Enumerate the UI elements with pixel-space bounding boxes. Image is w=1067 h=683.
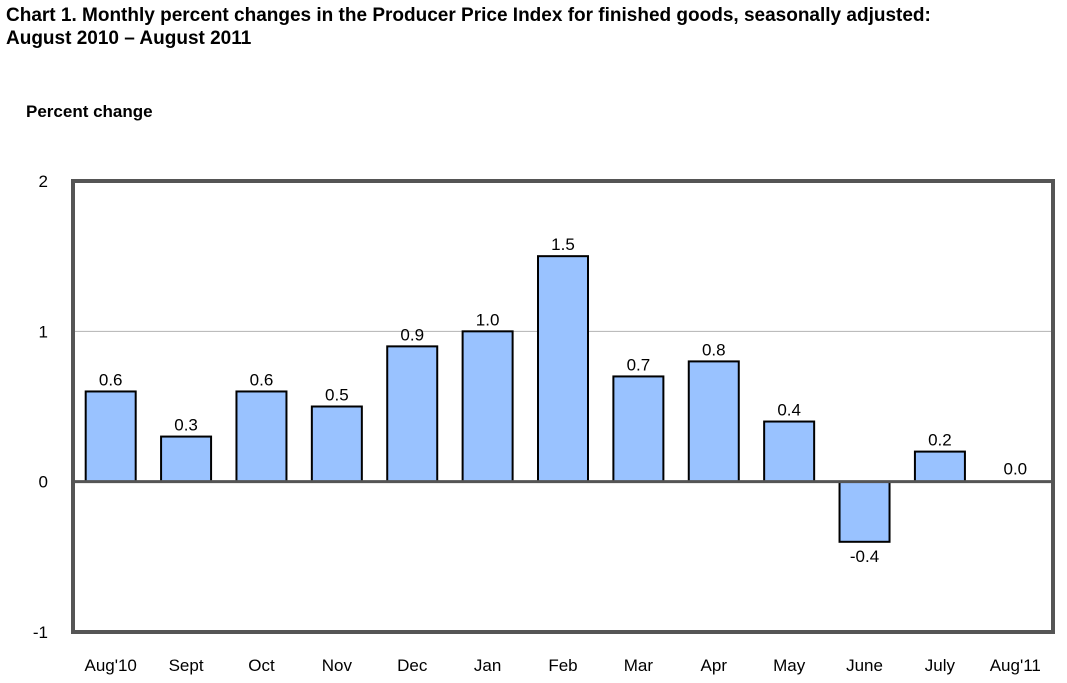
y-axis-ticks: 2 1 0 -1: [33, 172, 48, 642]
x-tick-label: Apr: [701, 656, 728, 675]
x-tick-label: Aug'11: [990, 656, 1041, 675]
data-label: 1.5: [551, 235, 575, 254]
x-tick-label: Feb: [548, 656, 577, 675]
bar-june: [838, 480, 891, 543]
data-label: 0.3: [174, 416, 198, 435]
bars: [84, 255, 966, 543]
bar-sept: [160, 435, 213, 483]
data-label: 1.0: [476, 310, 500, 329]
y-tick-label: 2: [39, 172, 48, 191]
x-tick-label: June: [846, 656, 883, 675]
chart-title-line-1: Chart 1. Monthly percent changes in the …: [6, 5, 931, 26]
x-tick-label: Oct: [248, 656, 275, 675]
data-label: -0.4: [850, 547, 879, 566]
bar-dec: [386, 345, 439, 483]
bar-apr: [687, 360, 740, 483]
bar-july: [913, 450, 966, 483]
x-tick-label: Aug'10: [84, 656, 136, 675]
data-label: 0.9: [400, 325, 424, 344]
x-tick-label: Jan: [474, 656, 501, 675]
x-tick-label: July: [925, 656, 956, 675]
data-label: 0.0: [1003, 460, 1027, 479]
x-tick-label: Mar: [624, 656, 654, 675]
x-axis-ticks: Aug'10 Sept Oct Nov Dec Jan Feb Mar Apr May June Ju…: [84, 656, 1040, 675]
bar-jan: [461, 330, 514, 483]
data-label: 0.5: [325, 386, 349, 405]
y-tick-label: 0: [39, 473, 48, 492]
data-label: 0.7: [627, 355, 651, 374]
bar-nov: [310, 405, 363, 483]
bar-may: [763, 420, 816, 483]
y-tick-label: 1: [39, 322, 48, 341]
plot-area-frame: [71, 179, 1055, 634]
chart-title: Chart 1. Monthly percent changes in the …: [6, 4, 1066, 50]
data-label: 0.6: [99, 370, 123, 389]
bar-mar: [612, 375, 665, 483]
x-tick-label: Nov: [322, 656, 353, 675]
data-label: 0.2: [928, 431, 952, 450]
data-label: 0.8: [702, 340, 726, 359]
bar-aug-10: [84, 390, 137, 483]
data-label: 0.6: [250, 370, 274, 389]
bar-oct: [235, 390, 288, 483]
data-labels: 0.6 0.3 0.6 0.5 0.9 1.0 1.5 0.7 0.8 0.4 -0.4 0.2 0.0: [99, 235, 1027, 566]
y-axis-label: Percent change: [26, 102, 153, 121]
chart-title-line-2: August 2010 – August 2011: [6, 28, 252, 49]
bar-feb: [537, 255, 589, 483]
y-tick-label: -1: [33, 623, 48, 642]
data-label: 0.4: [777, 401, 801, 420]
x-tick-label: Dec: [397, 656, 428, 675]
x-tick-label: Sept: [169, 656, 204, 675]
x-tick-label: May: [773, 656, 806, 675]
